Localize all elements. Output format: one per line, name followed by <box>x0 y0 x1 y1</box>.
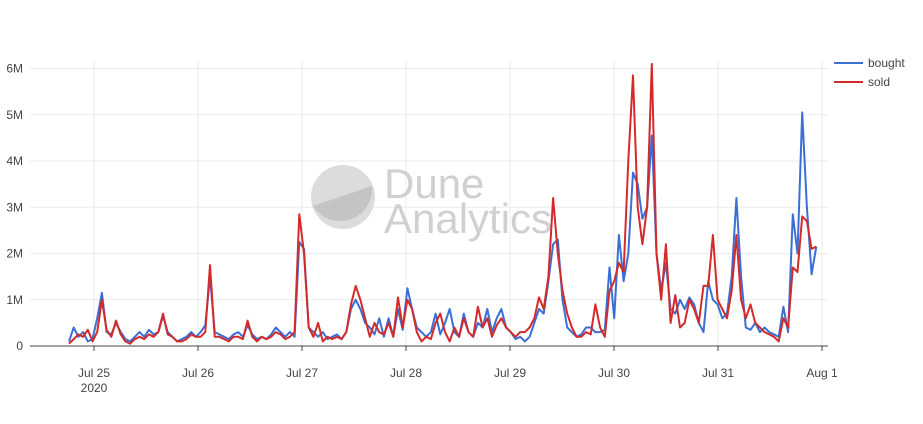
x-tick-label: Jul 29 <box>494 366 526 380</box>
y-tick-label: 4M <box>6 154 23 168</box>
legend: bought sold <box>834 56 905 89</box>
y-tick-label: 6M <box>6 62 23 76</box>
x-tick-label: Jul 31 <box>702 366 734 380</box>
x-tick-label: Aug 1 <box>806 366 838 380</box>
x-tick-label: Jul 26 <box>182 366 214 380</box>
dune-analytics-watermark: Dune Analytics <box>311 160 552 242</box>
y-tick-label: 1M <box>6 293 23 307</box>
x-tick-label: Jul 30 <box>598 366 630 380</box>
y-tick-label: 5M <box>6 108 23 122</box>
series-line-bought <box>68 111 818 343</box>
watermark-line2: Analytics <box>384 195 552 242</box>
y-tick-label: 2M <box>6 247 23 261</box>
x-tick-label: Jul 25 <box>78 366 110 380</box>
series-line-sold <box>68 62 817 345</box>
legend-label-bought: bought <box>868 56 905 70</box>
watermark-logo-slice <box>313 186 373 222</box>
x-tick-year-label: 2020 <box>81 381 108 395</box>
legend-item-sold[interactable]: sold <box>834 75 890 89</box>
y-tick-label: 0 <box>16 339 23 353</box>
x-tick-label: Jul 28 <box>390 366 422 380</box>
legend-item-bought[interactable]: bought <box>834 56 905 70</box>
grid-layer <box>30 59 828 346</box>
axis-layer: 0 1M 2M 3M 4M 5M 6M Jul 25 Jul 26 Jul 27 Jul 28 Jul… <box>6 62 838 396</box>
legend-label-sold: sold <box>868 75 890 89</box>
watermark-line1: Dune <box>384 160 484 207</box>
series-layer <box>68 62 818 345</box>
x-tick-label: Jul 27 <box>286 366 318 380</box>
y-tick-label: 3M <box>6 200 23 214</box>
